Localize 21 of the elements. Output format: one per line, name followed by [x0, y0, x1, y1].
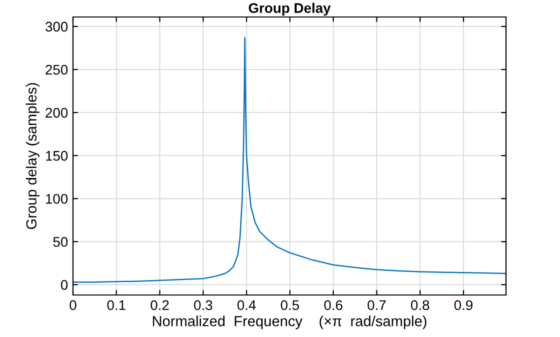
x-tick-label: 0.8 [410, 300, 430, 310]
chart-title: Group Delay [248, 2, 331, 16]
x-tick-label: 0.4 [237, 300, 256, 310]
y-tick-label: 250 [46, 64, 68, 75]
y-tick-label: 200 [46, 108, 68, 118]
x-tick-label: 0.2 [150, 300, 169, 310]
x-tick-label: 0.5 [280, 300, 300, 310]
x-axis-title: Normalized Frequency (×π rad/sample) [152, 316, 426, 330]
x-tick-label: 0.1 [107, 300, 126, 310]
y-tick-label: 100 [46, 194, 68, 204]
y-axis-title: Group delay (samples) [26, 83, 40, 230]
x-tick-label: 0.7 [368, 300, 386, 310]
y-tick-label: 300 [46, 22, 68, 32]
x-tick-label: 0.9 [454, 300, 472, 310]
y-tick-label: 150 [46, 150, 68, 161]
x-tick-label: 0 [70, 300, 76, 310]
x-tick-label: 0.6 [324, 300, 342, 310]
y-tick-label: 50 [53, 236, 68, 247]
x-tick-label: 0.3 [194, 300, 212, 310]
line-series [73, 37, 506, 283]
y-tick-label: 0 [60, 280, 68, 290]
